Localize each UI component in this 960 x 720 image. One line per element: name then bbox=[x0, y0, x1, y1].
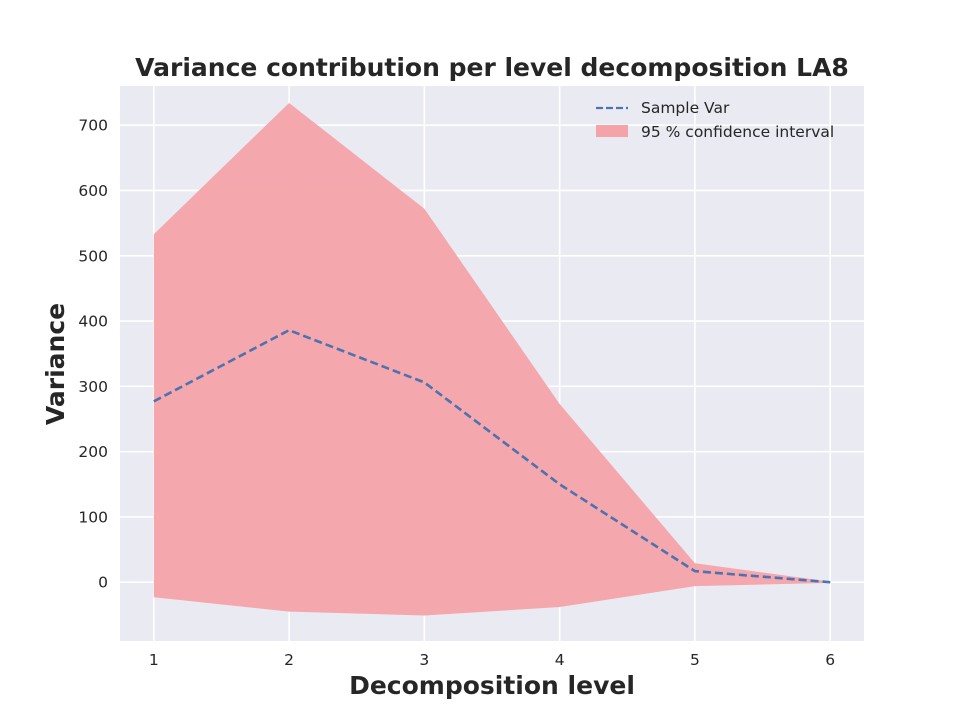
x-tick-label: 5 bbox=[690, 651, 700, 669]
x-tick-label: 2 bbox=[284, 651, 294, 669]
confidence-band bbox=[153, 102, 831, 616]
x-tick-label: 4 bbox=[555, 651, 565, 669]
legend-label-series: Sample Var bbox=[641, 99, 730, 117]
legend-band-swatch bbox=[596, 125, 628, 137]
y-tick-label: 300 bbox=[78, 378, 108, 396]
legend: Sample Var 95 % confidence interval bbox=[596, 99, 834, 141]
y-ticks: 0 100 200 300 400 500 600 700 bbox=[78, 117, 108, 592]
y-tick-label: 400 bbox=[78, 313, 108, 331]
y-tick-label: 500 bbox=[78, 247, 108, 265]
x-tick-label: 3 bbox=[419, 651, 429, 669]
x-tick-label: 1 bbox=[149, 651, 159, 669]
x-axis-label: Decomposition level bbox=[349, 671, 635, 700]
y-tick-label: 600 bbox=[78, 182, 108, 200]
legend-label-band: 95 % confidence interval bbox=[641, 123, 834, 141]
x-ticks: 1 2 3 4 5 6 bbox=[149, 651, 835, 669]
y-tick-label: 100 bbox=[78, 508, 108, 526]
chart-title: Variance contribution per level decompos… bbox=[135, 53, 849, 82]
y-tick-label: 0 bbox=[98, 574, 108, 592]
y-tick-label: 700 bbox=[78, 117, 108, 135]
y-axis-label: Variance bbox=[41, 303, 70, 425]
y-tick-label: 200 bbox=[78, 443, 108, 461]
x-tick-label: 6 bbox=[825, 651, 835, 669]
series-line bbox=[153, 328, 831, 584]
